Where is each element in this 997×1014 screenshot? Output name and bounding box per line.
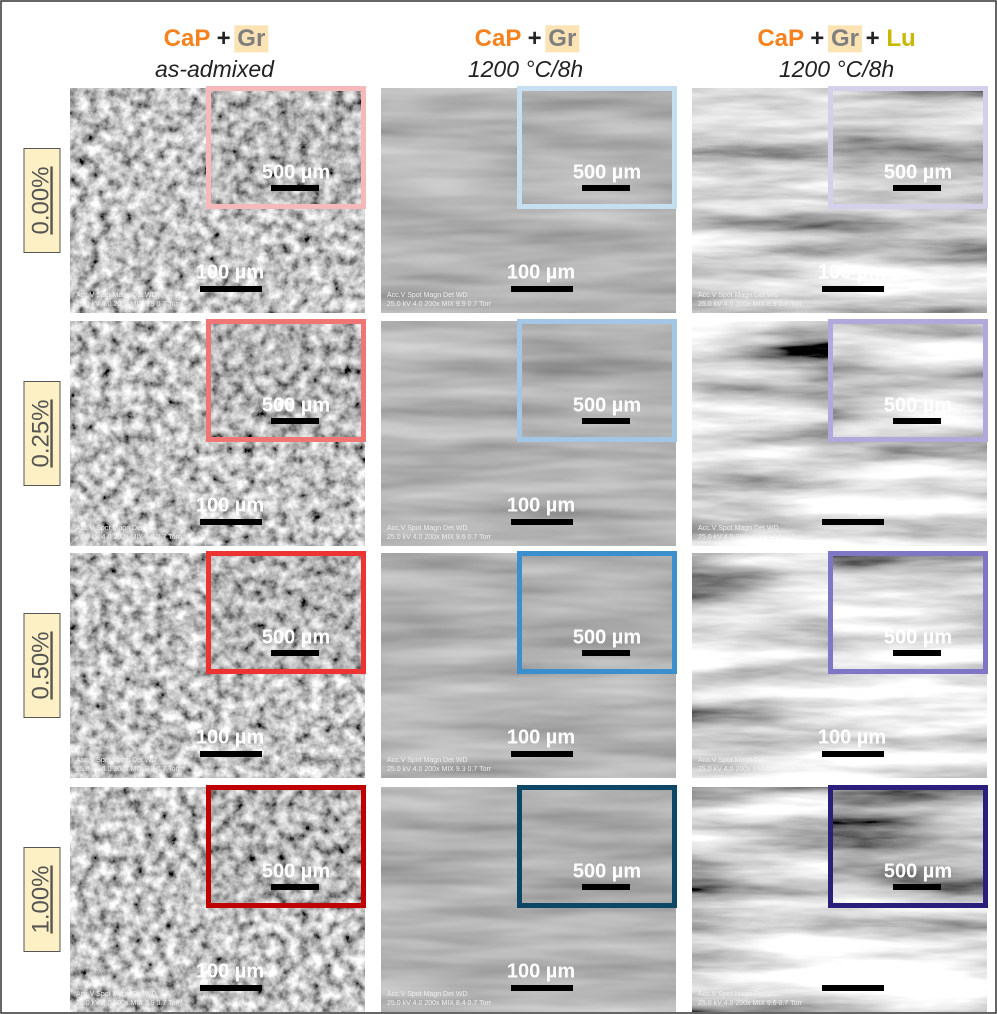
inset-scale-label: 500 µm	[262, 161, 330, 183]
main-scale-label: 100 µm	[196, 261, 264, 283]
separator: +	[859, 25, 886, 52]
main-scale-label: 100 µm	[507, 960, 575, 982]
inset-scale-bar	[271, 185, 319, 191]
column-condition: as-admixed	[155, 56, 275, 82]
inset-scale-label: 500 µm	[573, 626, 641, 648]
inset-scale-bar	[582, 650, 630, 656]
sem-info: Acc.V Spot Magn Det WD	[76, 757, 157, 764]
row-label: 0.50%	[27, 631, 54, 699]
main-scale-bar	[200, 286, 262, 292]
main-scale-bar	[511, 985, 573, 991]
column-condition: 1200 °C/8h	[779, 56, 894, 82]
sem-info: 25.0 kV 4.0 200x MIX 9.9 0.7 Torr	[76, 301, 181, 308]
main-scale-label: 100 µm	[818, 261, 886, 283]
main-scale-bar	[822, 286, 884, 292]
column-title: CaP + Gr	[164, 25, 266, 52]
sem-info: 25.0 kV 4.0 200x MIX 9.6 0.7 Torr	[698, 1000, 803, 1007]
main-scale-bar	[822, 985, 884, 991]
sem-info: 25.0 kV 4.0 200x MIX 9.9 0.7 Torr	[76, 534, 181, 541]
inset-scale-bar	[582, 418, 630, 424]
sem-info: Acc.V Spot Magn Det WD	[698, 292, 779, 299]
inset-scale-bar	[271, 418, 319, 424]
sem-info: 25.0 kV 4.0 200x MIX 8.9 0.7 Torr	[698, 301, 803, 308]
separator: +	[804, 25, 831, 52]
column-condition: 1200 °C/8h	[468, 56, 583, 82]
row-label: 0.25%	[27, 399, 54, 467]
main-scale-label: 100 µm	[818, 494, 886, 516]
inset-scale-bar	[582, 185, 630, 191]
main-scale-label: 100 µm	[196, 960, 264, 982]
column-title: CaP + Gr + Lu	[757, 25, 915, 52]
inset-scale-bar	[893, 185, 941, 191]
main-scale-label: 100 µm	[818, 960, 886, 982]
material: CaP	[164, 25, 211, 52]
inset-scale-bar	[582, 884, 630, 890]
main-scale-bar	[822, 519, 884, 525]
main-scale-bar	[511, 751, 573, 757]
inset-scale-label: 500 µm	[573, 161, 641, 183]
inset-scale-bar	[893, 650, 941, 656]
sem-info: 25.0 kV 4.0 200x MIX 9.8 0.7 Torr	[76, 766, 181, 773]
inset-scale-label: 500 µm	[573, 860, 641, 882]
page: CaP + Gr as-admixed CaP + Gr 1200 °C/8h CaP …	[0, 0, 997, 1014]
material: Lu	[886, 25, 915, 52]
inset-scale-label: 500 µm	[884, 161, 952, 183]
row-label: 0.00%	[27, 166, 54, 234]
sem-info: 25.0 kV 4.0 200x MIX 10.0 0.7 Torr	[698, 766, 807, 773]
main-scale-bar	[511, 519, 573, 525]
inset-scale-label: 500 µm	[884, 860, 952, 882]
material: Gr	[548, 25, 576, 52]
inset-scale-bar	[271, 650, 319, 656]
sem-info: Acc.V Spot Magn Det WD	[76, 292, 157, 299]
separator: +	[521, 25, 548, 52]
sem-info: Acc.V Spot Magn Det WD	[698, 525, 779, 532]
main-scale-bar	[822, 751, 884, 757]
inset-scale-label: 500 µm	[573, 394, 641, 416]
inset-scale-bar	[271, 884, 319, 890]
sem-info: Acc.V Spot Magn Det WD	[387, 525, 468, 532]
material: Gr	[831, 25, 859, 52]
inset-scale-label: 500 µm	[262, 860, 330, 882]
inset-scale-bar	[893, 418, 941, 424]
inset-scale-label: 500 µm	[262, 394, 330, 416]
column-title: CaP + Gr	[475, 25, 577, 52]
main-scale-bar	[200, 519, 262, 525]
inset-scale-label: 500 µm	[884, 626, 952, 648]
row-label: 1.00%	[27, 865, 54, 933]
sem-info: 25.0 kV 4.0 200x MIX 9.9 0.7 Torr	[698, 534, 803, 541]
figure: CaP + Gr as-admixed CaP + Gr 1200 °C/8h CaP …	[0, 0, 997, 1014]
main-scale-label: 100 µm	[507, 726, 575, 748]
separator: +	[210, 25, 237, 52]
inset-scale-label: 500 µm	[262, 626, 330, 648]
inset-scale-label: 500 µm	[884, 394, 952, 416]
material: Gr	[237, 25, 265, 52]
sem-info: 25.0 kV 4.0 200x MIX 9.9 0.7 Torr	[76, 1000, 181, 1007]
material: CaP	[475, 25, 522, 52]
inset-scale-bar	[893, 884, 941, 890]
main-scale-bar	[511, 286, 573, 292]
main-scale-bar	[200, 985, 262, 991]
main-scale-label: 100 µm	[196, 494, 264, 516]
main-scale-label: 100 µm	[818, 726, 886, 748]
sem-info: Acc.V Spot Magn Det WD	[387, 991, 468, 998]
sem-info: 25.0 kV 4.0 200x MIX 8.4 0.7 Torr	[387, 1000, 492, 1007]
sem-info: 25.0 kV 4.0 200x MIX 9.3 0.7 Torr	[387, 766, 492, 773]
sem-info: Acc.V Spot Magn Det WD	[387, 292, 468, 299]
sem-info: Acc.V Spot Magn Det WD	[387, 757, 468, 764]
sem-info: Acc.V Spot Magn Det WD	[698, 991, 779, 998]
main-scale-label: 100 µm	[507, 261, 575, 283]
sem-info: Acc.V Spot Magn Det WD	[76, 525, 157, 532]
main-scale-label: 100 µm	[196, 726, 264, 748]
material: CaP	[757, 25, 804, 52]
sem-info: Acc.V Spot Magn Det WD	[698, 757, 779, 764]
main-scale-bar	[200, 751, 262, 757]
main-scale-label: 100 µm	[507, 494, 575, 516]
sem-info: Acc.V Spot Magn Det WD	[76, 991, 157, 998]
sem-info: 25.0 kV 4.0 200x MIX 9.9 0.7 Torr	[387, 301, 492, 308]
sem-info: 25.0 kV 4.0 200x MIX 9.6 0.7 Torr	[387, 534, 492, 541]
